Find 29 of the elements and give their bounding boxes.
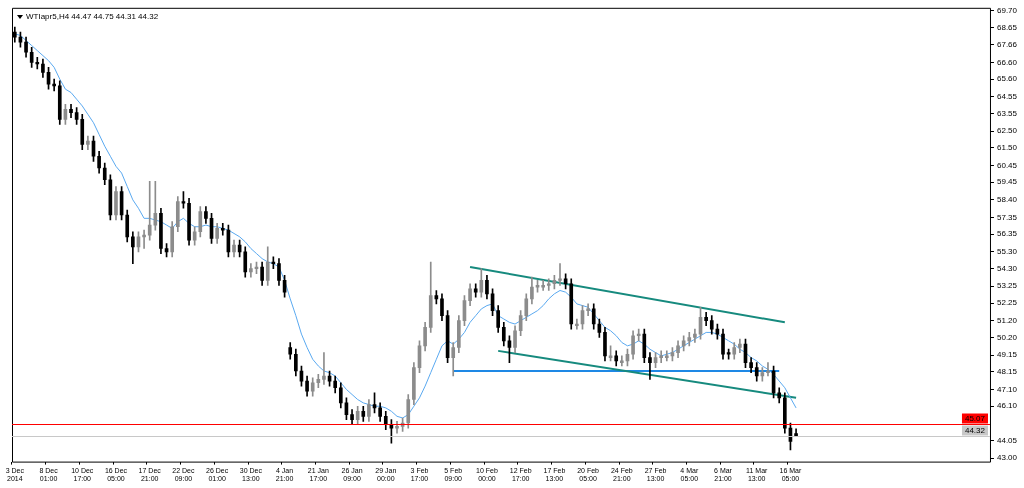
y-tick-label: 63.55 bbox=[996, 108, 1018, 118]
y-tick-label: 54.30 bbox=[996, 263, 1018, 273]
y-tick-label: 66.60 bbox=[996, 57, 1018, 67]
y-tick-label: 49.15 bbox=[996, 350, 1018, 360]
y-tick-label: 52.25 bbox=[996, 298, 1018, 308]
y-tick-label: 59.45 bbox=[996, 177, 1018, 187]
y-tick-label: 58.40 bbox=[996, 195, 1018, 205]
y-tick-label: 55.30 bbox=[996, 247, 1018, 257]
ref-line-label: 45.07 bbox=[964, 413, 986, 423]
y-tick-label: 47.10 bbox=[996, 384, 1018, 394]
text: WTIapr5,H4 44.47 44.75 44.31 44.32 bbox=[26, 12, 159, 21]
y-tick-label: 44.05 bbox=[996, 435, 1018, 445]
y-tick-label: 51.20 bbox=[996, 315, 1018, 325]
y-tick-label: 64.55 bbox=[996, 91, 1018, 101]
y-tick-label: 48.15 bbox=[996, 367, 1018, 377]
y-tick-label: 68.65 bbox=[996, 23, 1018, 33]
y-tick-label: 50.20 bbox=[996, 332, 1018, 342]
y-tick-label: 62.50 bbox=[996, 126, 1018, 136]
y-tick-label: 53.25 bbox=[996, 281, 1018, 291]
y-tick-label: 46.10 bbox=[996, 401, 1018, 411]
y-tick-label: 60.45 bbox=[996, 160, 1018, 170]
y-tick-label: 61.50 bbox=[996, 143, 1018, 153]
y-tick-label: 56.35 bbox=[996, 229, 1018, 239]
y-tick-label: 67.66 bbox=[996, 39, 1018, 49]
y-tick-label: 65.60 bbox=[996, 74, 1018, 84]
y-tick-label: 43.00 bbox=[996, 453, 1018, 463]
y-tick-label: 69.70 bbox=[996, 5, 1018, 15]
ref-line-label: 44.32 bbox=[964, 425, 986, 435]
y-tick-label: 57.35 bbox=[996, 212, 1018, 222]
